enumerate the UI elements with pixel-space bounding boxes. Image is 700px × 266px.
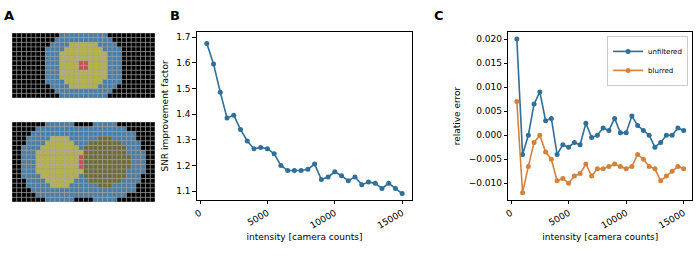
svg-text:0.000: 0.000	[476, 130, 502, 140]
svg-text:1.1: 1.1	[176, 186, 190, 196]
svg-text:5000: 5000	[547, 208, 572, 228]
svg-text:1.2: 1.2	[176, 161, 190, 171]
svg-text:0.020: 0.020	[476, 34, 502, 44]
svg-text:1.7: 1.7	[176, 32, 190, 42]
svg-text:relative error: relative error	[452, 86, 462, 145]
svg-text:15000: 15000	[657, 208, 687, 231]
svg-text:SNR improvement factor: SNR improvement factor	[160, 60, 170, 171]
svg-text:1.5: 1.5	[176, 84, 190, 94]
svg-text:0.005: 0.005	[476, 106, 502, 116]
svg-text:unfiltered: unfiltered	[648, 48, 682, 56]
svg-text:5000: 5000	[246, 208, 271, 228]
svg-text:1.3: 1.3	[176, 135, 190, 145]
svg-text:0.015: 0.015	[476, 58, 502, 68]
svg-text:0.010: 0.010	[476, 82, 502, 92]
svg-text:B: B	[170, 8, 180, 23]
svg-text:intensity [camera counts]: intensity [camera counts]	[542, 232, 658, 242]
svg-text:10000: 10000	[600, 208, 630, 231]
svg-text:10000: 10000	[308, 208, 338, 231]
svg-text:−0.010: −0.010	[469, 178, 503, 188]
svg-text:−0.005: −0.005	[469, 154, 502, 164]
svg-text:1.6: 1.6	[176, 58, 191, 68]
svg-text:blurred: blurred	[648, 67, 673, 75]
svg-text:C: C	[434, 8, 444, 23]
svg-text:0: 0	[193, 208, 203, 220]
svg-text:A: A	[4, 8, 14, 23]
svg-text:1.4: 1.4	[176, 109, 191, 119]
svg-text:intensity [camera counts]: intensity [camera counts]	[247, 232, 363, 242]
svg-text:0: 0	[504, 208, 514, 220]
svg-text:15000: 15000	[376, 208, 406, 231]
